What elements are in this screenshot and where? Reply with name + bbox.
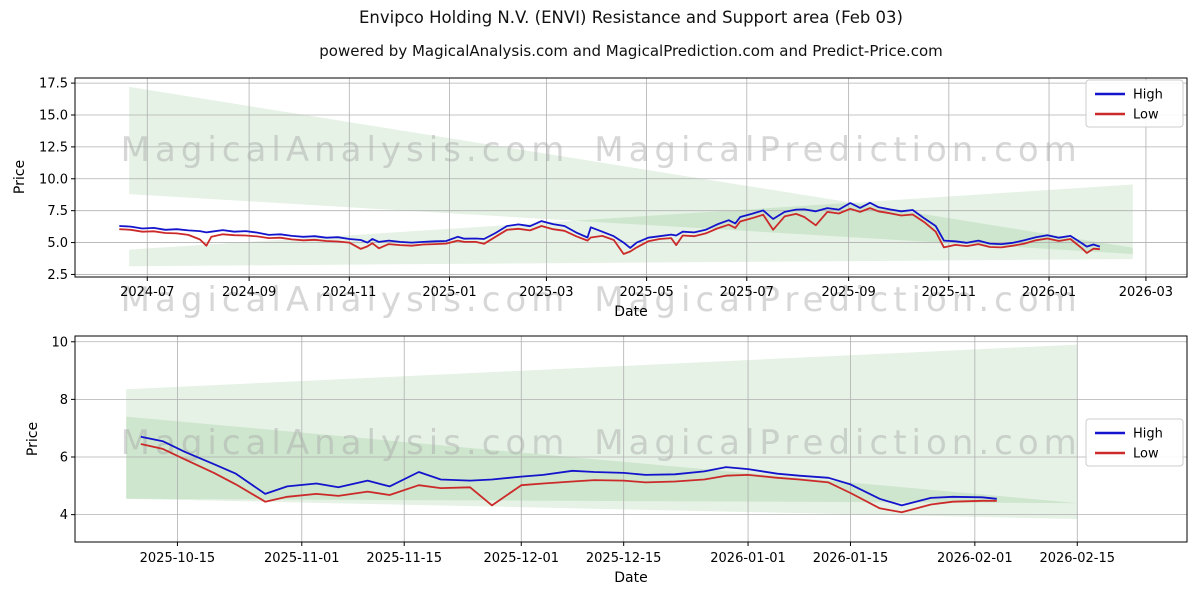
x-tick-label: 2025-09 bbox=[821, 285, 875, 300]
y-tick-label: 10.0 bbox=[39, 172, 68, 187]
x-tick-label: 2026-01 bbox=[1022, 285, 1076, 300]
bottom-price-chart: MagicalAnalysis.com MagicalPrediction.com… bbox=[25, 335, 1188, 586]
watermark: MagicalAnalysis.com bbox=[121, 130, 570, 170]
y-axis-label: Price bbox=[12, 160, 28, 194]
x-tick-label: 2026-03 bbox=[1119, 285, 1173, 300]
y-tick-label: 5.0 bbox=[47, 236, 68, 251]
y-tick-label: 12.5 bbox=[39, 140, 68, 155]
tick-labels: 2025-10-15 2025-11-01 2025-11-15 2025-12-01… bbox=[51, 335, 1115, 566]
x-tick-label: 2025-01 bbox=[422, 285, 476, 300]
legend-label: Low bbox=[1133, 447, 1159, 462]
legend: High Low bbox=[1085, 418, 1184, 467]
y-tick-label: 15.0 bbox=[39, 108, 68, 123]
legend: High Low bbox=[1085, 79, 1184, 128]
chart-subtitle: powered by MagicalAnalysis.com and Magic… bbox=[319, 42, 943, 60]
low-line bbox=[119, 207, 1100, 255]
axes-frame bbox=[74, 77, 1188, 278]
x-tick-label: 2024-11 bbox=[322, 285, 376, 300]
watermark: MagicalPrediction.com bbox=[594, 130, 1082, 170]
tick-labels: 2024-07 2024-09 2024-11 2025-01 2025-03 2025-… bbox=[39, 77, 1173, 300]
y-tick-label: 17.5 bbox=[39, 77, 68, 92]
top-price-chart: MagicalAnalysis.com MagicalPrediction.com… bbox=[12, 77, 1188, 320]
watermark: MagicalPrediction.com bbox=[594, 280, 1082, 320]
y-axis-label: Price bbox=[25, 422, 41, 456]
y-tick-label: 6 bbox=[60, 451, 68, 466]
gridlines bbox=[75, 336, 1187, 542]
support-area bbox=[129, 184, 1133, 267]
x-tick-label: 2025-11-01 bbox=[264, 551, 340, 566]
y-tick-label: 2.5 bbox=[47, 268, 68, 283]
resistance-area bbox=[126, 344, 1078, 519]
x-axis-label: Date bbox=[614, 570, 647, 586]
x-tick-label: 2026-01-01 bbox=[710, 551, 786, 566]
legend-label: Low bbox=[1133, 108, 1159, 123]
x-axis-label: Date bbox=[614, 304, 647, 320]
y-tick-label: 4 bbox=[60, 508, 68, 523]
y-tick-label: 8 bbox=[60, 393, 68, 408]
watermark: MagicalAnalysis.com bbox=[121, 280, 570, 320]
watermark: MagicalAnalysis.com bbox=[121, 423, 570, 463]
y-tick-label: 10 bbox=[51, 335, 68, 350]
low-line bbox=[140, 443, 997, 514]
axes-frame bbox=[74, 335, 1188, 543]
y-tick-label: 7.5 bbox=[47, 204, 68, 219]
x-tick-label: 2025-12-01 bbox=[483, 551, 559, 566]
x-tick-label: 2025-11 bbox=[922, 285, 976, 300]
x-tick-label: 2026-02-15 bbox=[1039, 551, 1115, 566]
x-tick-label: 2024-09 bbox=[222, 285, 276, 300]
watermark: MagicalPrediction.com bbox=[594, 423, 1082, 463]
x-tick-label: 2025-03 bbox=[519, 285, 573, 300]
x-tick-label: 2025-12-15 bbox=[586, 551, 662, 566]
legend-label: High bbox=[1133, 427, 1163, 442]
chart-title: Envipco Holding N.V. (ENVI) Resistance a… bbox=[358, 8, 904, 27]
x-tick-label: 2025-05 bbox=[619, 285, 673, 300]
x-tick-label: 2025-10-15 bbox=[140, 551, 216, 566]
x-tick-label: 2026-01-15 bbox=[813, 551, 889, 566]
legend-label: High bbox=[1133, 88, 1163, 103]
high-line bbox=[119, 201, 1101, 249]
x-tick-label: 2025-07 bbox=[720, 285, 774, 300]
x-tick-label: 2025-11-15 bbox=[366, 551, 442, 566]
x-tick-label: 2026-02-01 bbox=[937, 551, 1013, 566]
x-tick-label: 2024-07 bbox=[120, 285, 174, 300]
high-line bbox=[140, 435, 997, 507]
